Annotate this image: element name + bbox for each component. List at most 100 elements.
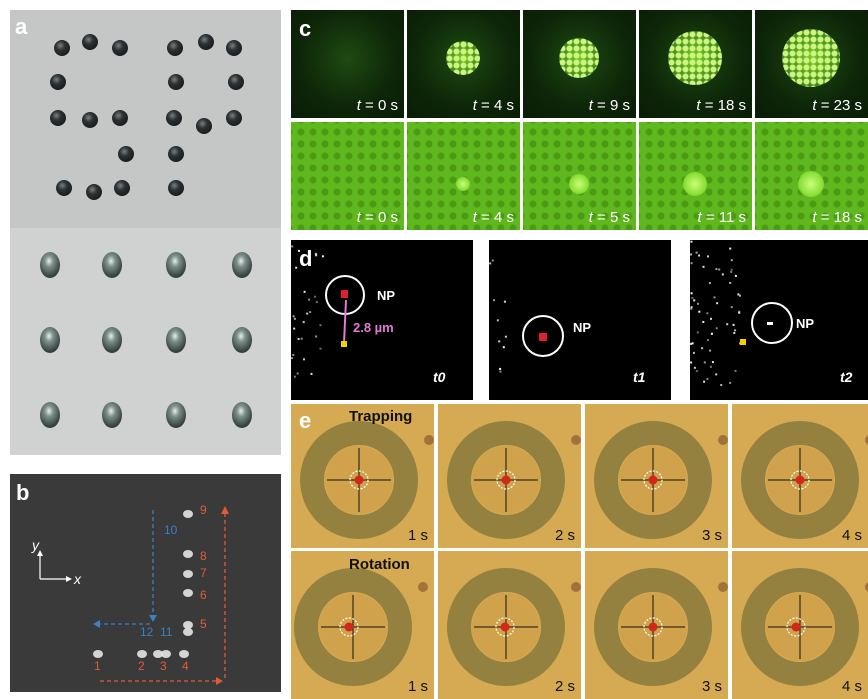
np-label-t1: NP	[573, 320, 591, 335]
noise-pixel	[314, 295, 317, 298]
microbead	[166, 110, 182, 126]
noise-pixel	[730, 268, 733, 271]
noise-pixel	[730, 306, 733, 309]
fluorescent-cluster	[782, 29, 840, 87]
rotation-title: Rotation	[349, 556, 410, 573]
ring-resonator	[594, 421, 728, 539]
noise-pixel	[732, 323, 735, 326]
noise-pixel	[698, 310, 701, 313]
accumulation-spot	[569, 174, 589, 194]
accumulation-spot	[456, 177, 470, 191]
np-label-t2: NP	[796, 316, 814, 331]
e-frame-trapping-1: 1 s	[291, 404, 434, 548]
panel-c: t = 0 s t = 4 s t = 9 s t = 18 s t = 23 s t =…	[291, 10, 868, 232]
np-label-t0: NP	[377, 288, 395, 303]
microbead	[50, 110, 66, 126]
c-frame-bottom-4: t = 11 s	[639, 122, 752, 230]
noise-pixel	[319, 347, 322, 350]
noise-pixel	[734, 329, 737, 332]
noise-pixel	[496, 319, 499, 322]
noise-pixel	[702, 321, 705, 323]
np-marker-t0	[341, 290, 348, 298]
panel-a-label: a	[15, 14, 28, 39]
ring-resonator	[447, 421, 581, 539]
noise-pixel	[503, 300, 506, 303]
trajectory-number: 10	[164, 523, 178, 537]
ring-resonator	[294, 568, 428, 686]
noise-pixel	[309, 311, 312, 314]
noise-pixel	[489, 262, 492, 265]
e-frame-trapping-4: 4 s	[732, 404, 868, 548]
d-frame-t0: NP 2.8 µm t0	[291, 240, 473, 400]
noise-pixel	[696, 331, 699, 334]
d-speckle-t0	[291, 245, 324, 378]
microbead	[196, 118, 212, 134]
time-label: 3 s	[701, 527, 722, 544]
noise-pixel	[314, 252, 317, 255]
trajectory-number: 11	[160, 625, 173, 639]
noise-pixel	[498, 340, 501, 343]
noise-pixel	[690, 306, 693, 309]
microbead	[102, 402, 122, 428]
microbead	[56, 180, 72, 196]
noise-pixel	[315, 301, 318, 304]
ring-resonator	[447, 568, 581, 686]
time-label: t = 23 s	[812, 97, 862, 114]
noise-pixel	[693, 299, 696, 302]
microbead	[114, 180, 130, 196]
microbead	[168, 74, 184, 90]
panel-c-label: c	[299, 16, 312, 41]
d-frame-t1: NP t1	[489, 240, 671, 400]
noise-pixel	[293, 327, 296, 330]
noise-pixel	[729, 281, 732, 284]
noise-pixel	[293, 375, 296, 378]
microbead	[40, 252, 60, 278]
x-axis-label: x	[73, 571, 82, 587]
microbead	[82, 112, 98, 128]
y-axis-label: y	[31, 537, 40, 553]
microbead	[226, 110, 242, 126]
e-frame-rotation-2: 2 s	[438, 551, 581, 699]
d-frame-t2: NP t2	[690, 240, 868, 400]
time-label: t = 18 s	[696, 97, 746, 114]
noise-pixel	[695, 370, 698, 373]
noise-pixel	[710, 317, 712, 320]
ring-resonator	[594, 568, 728, 686]
noise-pixel	[733, 332, 736, 334]
noise-pixel	[709, 349, 712, 352]
time-label: t = 5 s	[588, 209, 630, 226]
noise-pixel	[706, 339, 709, 342]
noise-pixel	[738, 310, 741, 313]
microbead	[166, 252, 186, 278]
microbead	[167, 40, 183, 56]
distance-label: 2.8 µm	[353, 320, 394, 335]
time-label: t = 11 s	[697, 209, 746, 226]
panel-d-label: d	[299, 246, 313, 271]
target-marker-t0	[341, 341, 347, 347]
panel-b: y x 1 2 3 4 5 6 7 8 9 10 11 12 b	[10, 474, 281, 692]
e-frame-rotation-1: 1 s	[291, 551, 434, 699]
noise-pixel	[296, 372, 299, 375]
trajectory-number: 12	[140, 625, 154, 639]
trapping-title: Trapping	[349, 408, 413, 425]
noise-pixel	[499, 367, 502, 370]
noise-pixel	[297, 338, 300, 340]
fluorescent-cluster	[559, 38, 599, 78]
microbead	[112, 110, 128, 126]
noise-pixel	[295, 266, 298, 269]
noise-pixel	[730, 259, 733, 262]
noise-pixel	[716, 302, 719, 305]
noise-pixel	[690, 262, 693, 265]
noise-pixel	[303, 290, 306, 293]
microbead	[112, 40, 128, 56]
time-label: t = 4 s	[472, 209, 514, 226]
np-marker-t2	[767, 322, 773, 325]
noise-pixel	[710, 332, 713, 335]
np-circle-t1	[522, 315, 564, 357]
noise-pixel	[693, 366, 696, 369]
particle	[153, 650, 163, 658]
fluorescent-cluster	[446, 41, 480, 75]
noise-pixel	[291, 245, 294, 248]
frame-label-t0: t0	[433, 369, 446, 385]
